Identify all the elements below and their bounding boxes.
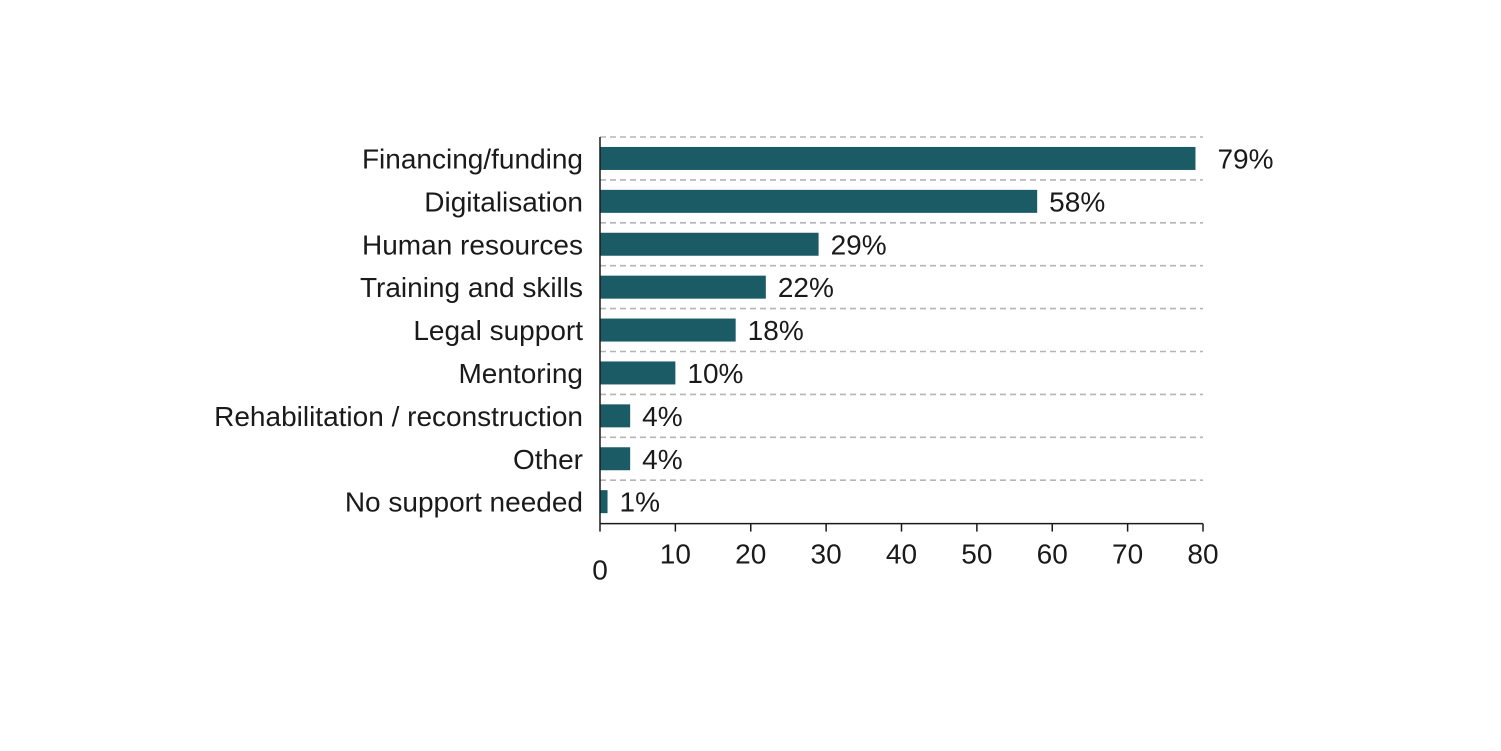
bar — [600, 404, 631, 428]
x-tick-label: 20 — [735, 539, 766, 570]
bar — [600, 447, 631, 471]
x-tick-label: 80 — [1187, 539, 1218, 570]
value-label: 22% — [778, 272, 834, 303]
bars — [600, 146, 1196, 514]
category-label: Financing/funding — [362, 143, 583, 174]
category-label: No support needed — [345, 487, 583, 518]
value-label: 58% — [1049, 186, 1105, 217]
x-tick-label: 60 — [1037, 539, 1068, 570]
bar — [600, 275, 766, 299]
x-tick-label: 0 — [592, 555, 608, 586]
x-tick-label: 30 — [811, 539, 842, 570]
value-label: 79% — [1217, 143, 1273, 174]
axes — [599, 137, 1204, 532]
grid-lines — [600, 136, 1203, 482]
category-label: Rehabilitation / reconstruction — [214, 401, 583, 432]
labels: Financing/funding 79% Digitalisation 58% Hum… — [214, 143, 1273, 585]
bar — [600, 189, 1038, 213]
category-label: Training and skills — [360, 272, 583, 303]
value-label: 18% — [748, 315, 804, 346]
category-label: Other — [513, 444, 583, 475]
x-tick-label: 70 — [1112, 539, 1143, 570]
bar — [600, 232, 819, 256]
x-tick-label: 50 — [961, 539, 992, 570]
bar — [600, 146, 1196, 170]
bar — [600, 361, 676, 385]
category-label: Digitalisation — [424, 186, 583, 217]
category-label: Mentoring — [458, 358, 583, 389]
x-tick-label: 40 — [886, 539, 917, 570]
x-tick-label: 10 — [660, 539, 691, 570]
bar — [600, 318, 736, 342]
value-label: 4% — [642, 444, 682, 475]
value-label: 4% — [642, 401, 682, 432]
value-label: 1% — [620, 487, 660, 518]
value-label: 29% — [831, 229, 887, 260]
category-label: Legal support — [413, 315, 583, 346]
bar — [600, 490, 608, 514]
category-label: Human resources — [362, 229, 583, 260]
value-label: 10% — [687, 358, 743, 389]
